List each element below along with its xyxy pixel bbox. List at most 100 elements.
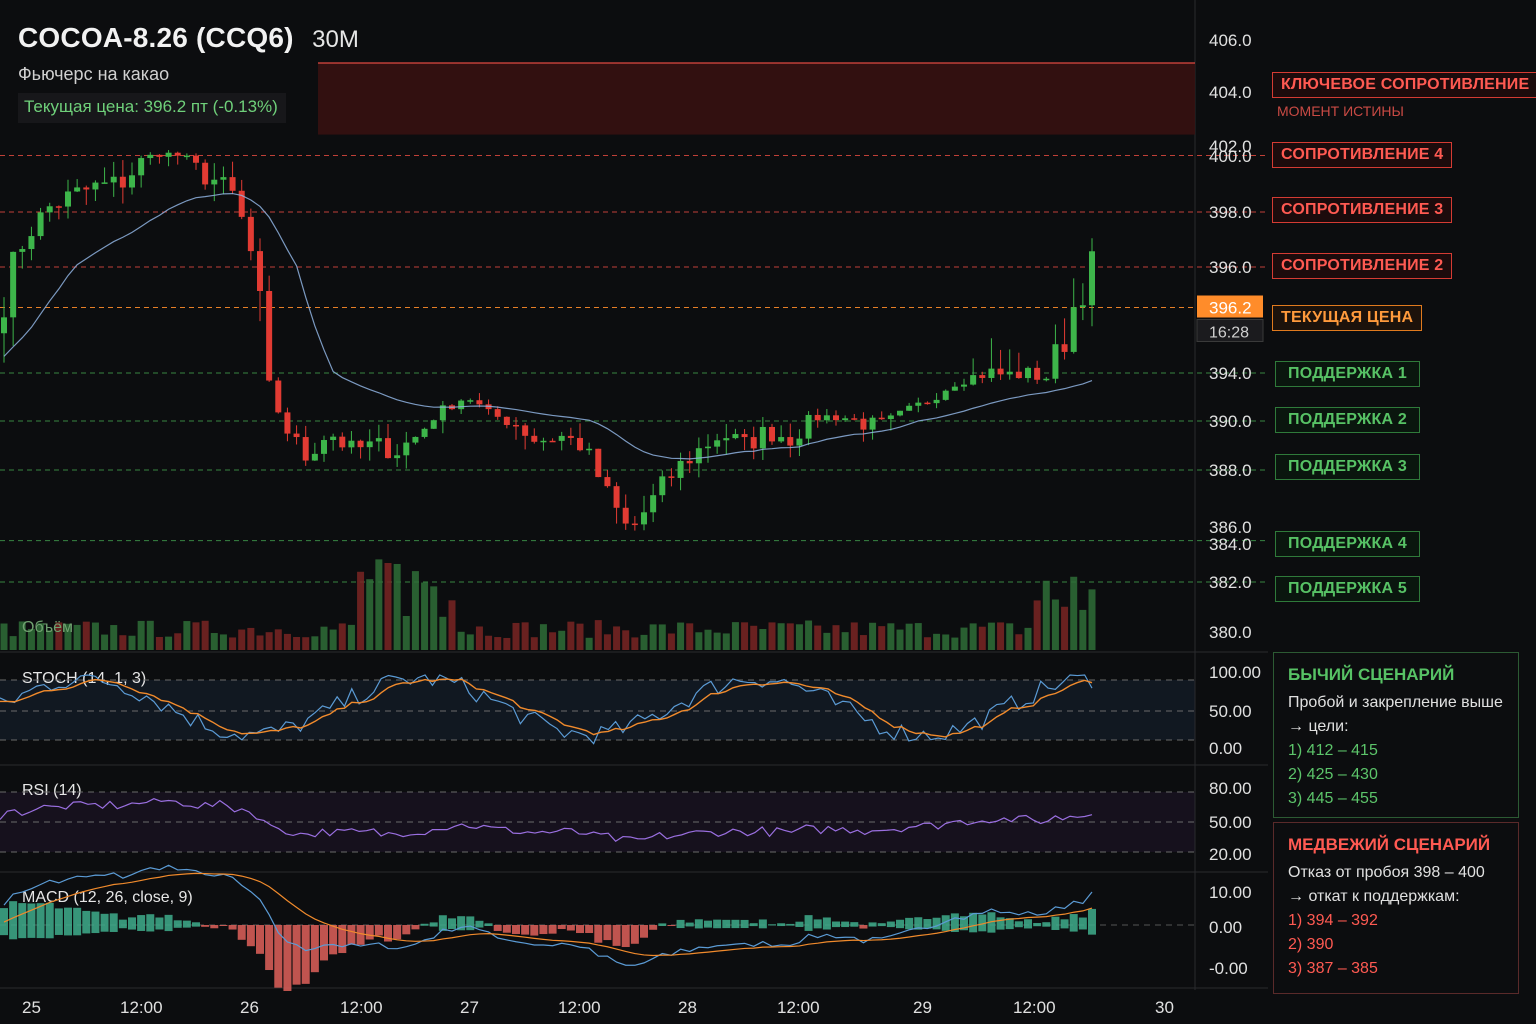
- macd-label: MACD (12, 26, close, 9): [22, 889, 193, 906]
- volume-bar: [119, 635, 127, 650]
- macd-histogram-bar: [512, 925, 520, 934]
- macd-histogram-bar: [539, 925, 548, 935]
- candle-body: [650, 495, 657, 513]
- candle-body: [193, 155, 199, 163]
- macd-histogram-bar: [832, 921, 840, 928]
- macd-histogram-bar: [219, 925, 228, 926]
- timeframe-label[interactable]: 30М: [312, 26, 359, 53]
- candles: [1, 150, 1095, 531]
- candle-body: [897, 410, 903, 416]
- support-1-label: ПОДДЕРЖКА 1: [1275, 361, 1420, 387]
- time-tick-label: 30: [1155, 998, 1174, 1017]
- macd-histogram-bar: [429, 922, 438, 927]
- time-tick-label: 27: [460, 998, 479, 1017]
- volume-bar: [1042, 580, 1050, 650]
- bull-scenario-line1: Пробой и закрепление выше: [1288, 694, 1503, 711]
- macd-histogram-bar: [484, 923, 493, 926]
- candle-body: [951, 386, 958, 391]
- volume-bar: [338, 623, 346, 650]
- candle-body: [211, 179, 218, 185]
- symbol-title[interactable]: COCOA-8.26 (CCQ6): [18, 22, 294, 53]
- macd-histogram-bar: [155, 917, 164, 930]
- volume-bar: [1051, 599, 1059, 650]
- current-price-marker: [1197, 295, 1263, 318]
- candle-body: [321, 440, 327, 454]
- candle-body: [339, 436, 346, 448]
- macd-histogram-bar: [786, 923, 795, 926]
- candle-body: [567, 435, 574, 438]
- candle-body: [1006, 371, 1013, 375]
- candle-body: [1070, 307, 1077, 352]
- rsi-label: RSI (14): [22, 782, 82, 799]
- time-tick-label: 12:00: [340, 998, 383, 1017]
- volume-bar: [347, 624, 355, 650]
- candle-body: [19, 249, 26, 252]
- volume-bar: [704, 629, 712, 650]
- macd-histogram-bar: [365, 925, 374, 940]
- candle-body: [540, 440, 547, 443]
- candle-body: [988, 368, 995, 378]
- macd-histogram-bar: [210, 925, 219, 929]
- candle-body: [430, 420, 437, 429]
- macd-histogram-bar: [201, 925, 210, 927]
- candle-body: [851, 418, 858, 420]
- volume-bar: [457, 631, 465, 650]
- macd-histogram-bar: [73, 907, 82, 936]
- current-price-text: Текущая цена: 396.2 пт (-0.13%): [18, 93, 286, 123]
- macd-histogram-bar: [64, 907, 72, 936]
- volume-bar: [741, 622, 749, 650]
- candle-body: [458, 400, 465, 410]
- volume-bars: [0, 559, 1096, 650]
- candle-body: [860, 418, 867, 430]
- stoch-k-line: [0, 674, 1093, 745]
- macd-histogram-bar: [402, 925, 411, 935]
- candle-body: [293, 433, 300, 438]
- volume-bar: [1070, 576, 1078, 650]
- candle-body: [439, 405, 446, 421]
- candle-body: [238, 190, 245, 217]
- volume-bar: [603, 634, 611, 650]
- volume-bar: [384, 562, 392, 650]
- candle-body: [604, 477, 611, 487]
- macd-histogram-bar: [45, 902, 54, 939]
- candle-body: [65, 191, 71, 207]
- candle-body: [275, 380, 282, 413]
- candle-body: [586, 448, 593, 451]
- candle-body: [412, 436, 419, 443]
- macd-histogram-bar: [91, 911, 100, 934]
- candle-body: [695, 448, 702, 464]
- price-tick-label: 384.0: [1209, 535, 1252, 554]
- macd-histogram-bar: [374, 925, 383, 936]
- candle-body: [778, 437, 785, 442]
- candle-body: [101, 182, 108, 184]
- price-tick-label: 404.0: [1209, 83, 1252, 102]
- resistance-4-label: СОПРОТИВЛЕНИЕ 4: [1272, 142, 1453, 168]
- volume-bar: [219, 634, 227, 650]
- volume-bar: [859, 635, 867, 650]
- macd-histogram-bar: [548, 925, 557, 934]
- candle-body: [129, 175, 135, 188]
- bear-target-1: 1) 394 – 392: [1288, 912, 1378, 929]
- candle-body: [796, 438, 803, 446]
- candle-body: [357, 440, 364, 448]
- macd-histogram-bar: [256, 925, 264, 954]
- volume-bar: [923, 637, 931, 650]
- stoch-tick-label: 0.00: [1209, 739, 1242, 758]
- candle-body: [220, 177, 227, 180]
- macd-histogram-bar: [576, 925, 584, 934]
- macd-histogram-bar: [283, 925, 292, 991]
- volume-bar: [494, 637, 502, 650]
- volume-bar: [137, 620, 145, 650]
- volume-bar: [27, 628, 35, 650]
- stoch-tick-label: 50.00: [1209, 702, 1252, 721]
- bull-target-2: 2) 425 – 430: [1288, 766, 1378, 783]
- candle-body: [1034, 367, 1041, 380]
- candle-body: [1079, 305, 1086, 308]
- candle-body: [577, 437, 583, 451]
- candle-body: [110, 176, 117, 183]
- candle-body: [311, 453, 318, 461]
- macd-histogram-bar: [448, 918, 456, 929]
- volume-bar: [503, 637, 511, 650]
- macd-histogram-bar: [128, 917, 136, 930]
